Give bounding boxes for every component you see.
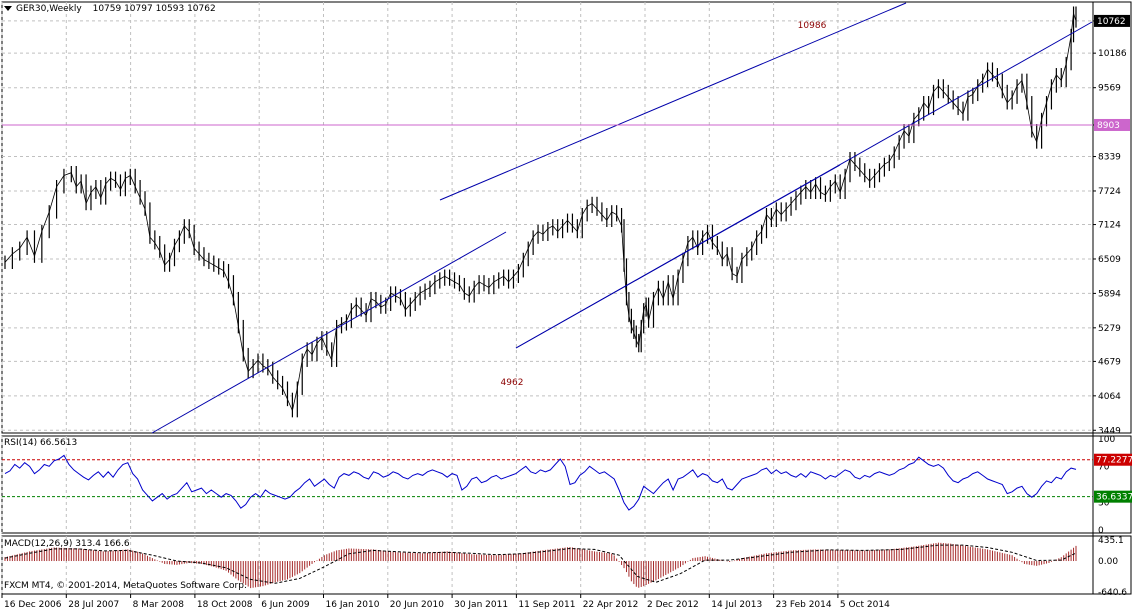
time-tick-label: 11 Sep 2011 bbox=[518, 600, 575, 610]
price-tick-label: 7124 bbox=[1098, 221, 1121, 231]
rsi-level-box bbox=[1094, 490, 1132, 503]
macd-panel[interactable] bbox=[4, 542, 1077, 589]
time-tick-label: 14 Jul 2013 bbox=[711, 600, 762, 610]
collapse-triangle-icon[interactable] bbox=[4, 6, 12, 11]
panel-frames bbox=[1, 1, 1132, 595]
price-tick-label: 10186 bbox=[1098, 49, 1127, 59]
price-tick-label: 3449 bbox=[1098, 426, 1121, 436]
time-tick-label: 2 Dec 2012 bbox=[647, 600, 699, 610]
price-tick-label: 9569 bbox=[1098, 84, 1121, 94]
price-annotation: 10986 bbox=[798, 21, 827, 31]
macd-header: MACD(12,26,9) 313.4 166.6 bbox=[4, 539, 130, 549]
ohlc-readout: 10759 10797 10593 10762 bbox=[92, 4, 216, 14]
time-tick-label: 28 Jul 2007 bbox=[68, 600, 119, 610]
panel-border bbox=[1, 435, 1132, 534]
panel-border bbox=[1, 1, 1132, 434]
time-tick-label: 6 Jun 2009 bbox=[261, 600, 310, 610]
current-price-box bbox=[1094, 14, 1130, 27]
lower-channel-line-1[interactable] bbox=[151, 231, 507, 434]
price-tick-label: 4064 bbox=[1098, 392, 1121, 402]
time-tick-label: 5 Oct 2014 bbox=[840, 600, 890, 610]
macd-tick-label: 0.00 bbox=[1098, 557, 1118, 567]
price-panel[interactable]: 10986 4962 bbox=[2, 2, 1093, 434]
rsi-tick-label: 30 bbox=[1098, 499, 1110, 509]
time-tick-label: 18 Oct 2008 bbox=[197, 600, 253, 610]
price-series-line bbox=[4, 13, 1077, 412]
price-tick-label: 5894 bbox=[1098, 289, 1121, 299]
price-axis[interactable]: 10186 9569 8339 7724 7124 6509 5894 5279 4679 406… bbox=[1093, 14, 1133, 598]
macd-tick-label: -640.6 bbox=[1098, 588, 1127, 598]
time-axis[interactable]: 16 Dec 2006 28 Jul 2007 8 Mar 2008 18 Oct 2… bbox=[1, 594, 890, 610]
copyright-text: FXCM MT4, © 2001-2014, MetaQuotes Softwa… bbox=[4, 581, 247, 591]
time-tick-label: 16 Jan 2010 bbox=[326, 600, 380, 610]
current-price-label: 10762 bbox=[1097, 17, 1126, 27]
price-annotation: 4962 bbox=[501, 378, 524, 388]
level-price-label: 8903 bbox=[1097, 121, 1120, 131]
rsi-tick-label: 70 bbox=[1098, 462, 1110, 472]
support-trendline[interactable] bbox=[515, 164, 841, 349]
rsi-panel[interactable] bbox=[2, 454, 1093, 511]
time-tick-label: 30 Jan 2011 bbox=[454, 600, 508, 610]
time-tick-label: 23 Feb 2014 bbox=[776, 600, 832, 610]
rsi-line[interactable] bbox=[4, 454, 1077, 511]
price-tick-label: 8339 bbox=[1098, 153, 1121, 163]
time-tick-label: 8 Mar 2008 bbox=[133, 600, 185, 610]
price-tick-label: 7724 bbox=[1098, 187, 1121, 197]
rsi-level-box bbox=[1094, 453, 1132, 466]
rsi-header: RSI(14) 66.5613 bbox=[4, 438, 78, 448]
price-tick-label: 6509 bbox=[1098, 255, 1121, 265]
level-price-box bbox=[1094, 118, 1130, 131]
price-tick-label: 4679 bbox=[1098, 357, 1121, 367]
grid-lines bbox=[1, 2, 1093, 594]
rsi-level-label: 77.2277 bbox=[1096, 456, 1133, 466]
time-tick-label: 22 Apr 2012 bbox=[583, 600, 639, 610]
time-tick-label: 20 Jun 2010 bbox=[390, 600, 444, 610]
symbol-label: GER30,Weekly bbox=[16, 4, 82, 14]
time-tick-label: 16 Dec 2006 bbox=[4, 600, 62, 610]
macd-tick-label: 435.1 bbox=[1098, 536, 1124, 546]
symbol-header: GER30,Weekly 10759 10797 10593 10762 bbox=[4, 4, 216, 15]
rsi-tick-label: 0 bbox=[1098, 526, 1104, 536]
rsi-tick-label: 100 bbox=[1098, 435, 1115, 445]
price-tick-label: 5279 bbox=[1098, 324, 1121, 334]
macd-signal-line[interactable] bbox=[4, 544, 1077, 584]
upper-channel-line[interactable] bbox=[439, 2, 907, 201]
rsi-level-label: 36.6337 bbox=[1096, 493, 1133, 503]
